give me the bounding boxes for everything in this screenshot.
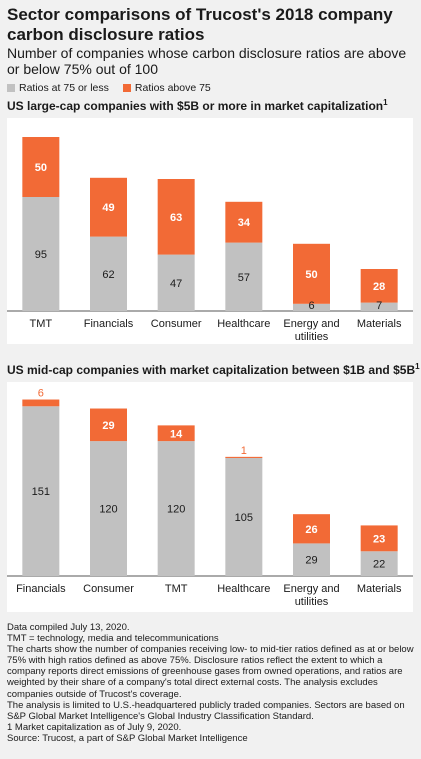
chart2-bar-high-3 (225, 456, 263, 458)
legend-item-low: Ratios at 75 or less (7, 82, 109, 94)
chart2-label-high-3: 1 (241, 445, 247, 457)
note-scope: The analysis is limited to U.S.-headquar… (7, 699, 405, 722)
note-method: The charts show the number of companies … (7, 644, 414, 700)
chart1-bar-high-3 (225, 201, 263, 243)
chart2-bar-low-4 (293, 543, 330, 576)
chart2-svg: 151 6 Financials 120 29 Consumer 120 14 TMT 105 1 H… (7, 388, 413, 608)
chart1-svg: 95 50 TMT 62 49 Financials 47 63 Consumer 57 34 Hea… (7, 137, 413, 343)
chart2-bar-low-3 (225, 457, 263, 576)
legend-swatch-low (7, 84, 15, 92)
chart2-category-5: Materials (357, 583, 402, 595)
chart2-label-low-0: 151 (32, 486, 50, 498)
chart2-category-1: Consumer (83, 583, 134, 595)
note-source: Source: Trucost, a part of S&P Global Ma… (7, 732, 248, 744)
chart2-bar-low-1 (90, 441, 127, 576)
legend: Ratios at 75 or less Ratios above 75 (7, 82, 225, 94)
chart1-bar-low-2 (157, 254, 195, 311)
chart2-bar-low-0 (22, 406, 60, 576)
legend-swatch-high (122, 84, 131, 92)
chart1-label-high-4: 50 (305, 269, 317, 281)
chart1-label-high-1: 49 (102, 202, 114, 214)
chart1-category-5: Materials (357, 318, 402, 330)
chart1-panel: 95 50 TMT 62 49 Financials 47 63 Consumer 57 34 Hea… (7, 118, 413, 344)
page-title: Sector comparisons of Trucost's 2018 com… (7, 5, 393, 44)
chart2-bar-high-0 (22, 399, 60, 407)
note-tmt: TMT = technology, media and telecommunic… (7, 633, 219, 645)
chart1-label-low-3: 57 (238, 272, 250, 284)
chart1-title: US large-cap companies with $5B or more … (7, 98, 388, 113)
chart2-title-text: US mid-cap companies with market capital… (7, 363, 416, 377)
chart1-bar-low-4 (293, 303, 330, 311)
chart1-bar-low-0 (22, 197, 60, 311)
chart1-bar-low-5 (360, 302, 398, 311)
chart1-bar-low-3 (225, 242, 263, 311)
chart1-label-high-2: 63 (170, 212, 182, 224)
chart2-label-low-3: 105 (235, 512, 253, 524)
chart2-title: US mid-cap companies with market capital… (7, 362, 420, 377)
chart1-label-low-2: 47 (170, 278, 182, 290)
chart2-bar-high-4 (293, 514, 330, 544)
chart2-bar-low-2 (157, 441, 195, 576)
chart2-category-0: Financials (16, 583, 66, 595)
chart2-label-high-2: 14 (170, 428, 183, 440)
legend-item-high: Ratios above 75 (122, 82, 211, 94)
chart1-category-1: Financials (84, 318, 134, 330)
chart2-category-4-line1: utilities (295, 596, 329, 608)
chart1-bar-high-5 (360, 269, 398, 303)
chart1-label-high-0: 50 (35, 162, 47, 174)
chart1-label-high-5: 28 (373, 281, 385, 293)
chart1-bar-high-2 (157, 179, 195, 255)
chart1-title-footnote: 1 (383, 98, 388, 107)
chart1-bar-low-1 (90, 236, 127, 311)
chart1-label-low-4: 6 (308, 300, 314, 312)
chart1-label-high-3: 34 (238, 217, 251, 229)
chart2-label-low-4: 29 (305, 555, 317, 567)
footnotes: Data compiled July 13, 2020. TMT = techn… (7, 622, 415, 744)
chart1-bar-high-0 (22, 137, 60, 197)
chart1-bar-high-4 (293, 243, 330, 304)
chart2-label-high-1: 29 (102, 420, 114, 432)
chart1-category-0: TMT (30, 318, 53, 330)
chart2-label-high-5: 23 (373, 533, 385, 545)
chart1-bar-high-1 (90, 177, 127, 237)
chart2-category-4: Energy and (283, 583, 339, 595)
chart2-category-3: Healthcare (217, 583, 270, 595)
chart1-title-text: US large-cap companies with $5B or more … (7, 99, 384, 113)
chart1-category-4-line1: utilities (295, 331, 329, 343)
chart1-label-low-0: 95 (35, 249, 47, 261)
chart2-panel: 151 6 Financials 120 29 Consumer 120 14 TMT 105 1 H… (7, 382, 413, 612)
legend-label-low: Ratios at 75 or less (19, 82, 109, 94)
chart2-bar-high-1 (90, 408, 127, 442)
chart2-bar-high-5 (360, 525, 398, 552)
page-subtitle: Number of companies whose carbon disclos… (7, 45, 407, 77)
chart2-bar-low-5 (360, 551, 398, 576)
chart1-category-2: Consumer (151, 318, 202, 330)
chart2-label-low-1: 120 (99, 504, 117, 516)
chart2-title-footnote: 1 (415, 362, 420, 371)
chart2-label-low-2: 120 (167, 504, 185, 516)
chart2-category-2: TMT (165, 583, 188, 595)
chart2-label-high-4: 26 (305, 524, 317, 536)
chart1-label-low-1: 62 (102, 269, 114, 281)
chart2-label-high-0: 6 (38, 388, 44, 400)
chart2-label-low-5: 22 (373, 559, 385, 571)
chart1-category-3: Healthcare (217, 318, 270, 330)
chart2-bar-high-2 (157, 425, 195, 442)
note-date: Data compiled July 13, 2020. (7, 622, 130, 633)
chart1-label-low-5: 7 (376, 300, 382, 312)
legend-label-high: Ratios above 75 (134, 82, 211, 94)
note-market-cap: 1 Market capitalization as of July 9, 20… (7, 721, 182, 733)
chart1-category-4: Energy and (283, 318, 339, 330)
